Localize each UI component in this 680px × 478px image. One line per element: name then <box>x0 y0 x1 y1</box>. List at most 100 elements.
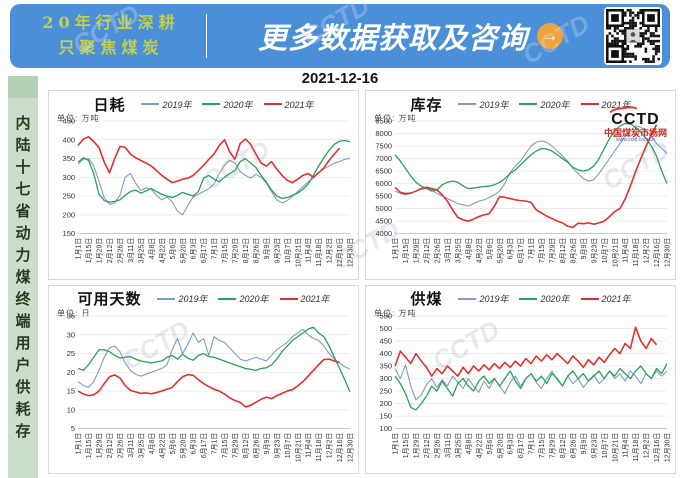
svg-text:6500: 6500 <box>375 167 392 176</box>
svg-text:4月8日: 4月8日 <box>465 432 473 454</box>
svg-text:400: 400 <box>380 349 393 358</box>
cta-block: 更多数据获取及咨询 → <box>217 15 604 57</box>
svg-text:11月4日: 11月4日 <box>622 238 630 263</box>
svg-text:6月17日: 6月17日 <box>200 432 208 458</box>
cctd-logo: CCTD 中国煤炭市场网 www.cctd.com.cn <box>604 111 667 144</box>
svg-text:150: 150 <box>63 229 76 238</box>
legend-label: 2020年 <box>540 99 570 110</box>
svg-text:3月11日: 3月11日 <box>444 238 452 263</box>
cctd-site-url: www.cctd.com.cn <box>616 137 655 144</box>
chart-title: 日耗 <box>93 96 126 114</box>
svg-text:7月29日: 7月29日 <box>232 432 240 458</box>
svg-text:2月12日: 2月12日 <box>106 238 114 264</box>
chart-title: 供煤 <box>410 291 443 308</box>
svg-text:4月22日: 4月22日 <box>475 238 483 264</box>
svg-text:10月7日: 10月7日 <box>284 238 292 264</box>
svg-text:10月7日: 10月7日 <box>284 432 292 458</box>
svg-text:1月29日: 1月29日 <box>413 238 421 264</box>
svg-text:4月8日: 4月8日 <box>465 238 473 260</box>
svg-text:8月26日: 8月26日 <box>569 238 577 264</box>
svg-text:2月26日: 2月26日 <box>117 238 125 264</box>
svg-text:6月17日: 6月17日 <box>517 238 525 264</box>
legend-line-2019 <box>141 103 160 105</box>
svg-text:2月12日: 2月12日 <box>423 238 431 264</box>
svg-text:1月15日: 1月15日 <box>402 238 410 264</box>
svg-text:200: 200 <box>380 399 393 408</box>
svg-text:11月18日: 11月18日 <box>315 432 323 461</box>
qr-code <box>604 7 662 65</box>
legend-label: 2019年 <box>178 294 208 304</box>
svg-text:8000: 8000 <box>375 129 392 138</box>
svg-text:4月22日: 4月22日 <box>158 238 166 264</box>
banner-divider <box>206 14 207 58</box>
sidebar: 内陆十七省动力煤终端用户供耗存 <box>8 76 38 478</box>
svg-text:10月7日: 10月7日 <box>601 238 609 264</box>
legend-label: 2021年 <box>284 99 314 110</box>
svg-text:11月18日: 11月18日 <box>315 238 323 267</box>
svg-text:7月1日: 7月1日 <box>528 238 536 260</box>
svg-text:9月9日: 9月9日 <box>263 238 271 260</box>
chart-legend: 2019年 2020年 2021年 <box>157 292 330 305</box>
svg-text:9月23日: 9月23日 <box>273 432 281 458</box>
svg-text:12月30日: 12月30日 <box>664 432 672 461</box>
svg-text:5月6日: 5月6日 <box>169 432 177 454</box>
svg-text:12月30日: 12月30日 <box>347 432 355 461</box>
cctd-site-name: 中国煤炭市场网 <box>603 127 667 138</box>
legend-label: 2021年 <box>601 294 631 304</box>
chart-panel-daily-consumption: 日耗 2019年 2020年 2021年 单位: 万吨 150 200 250 300… <box>48 90 359 280</box>
legend-line-2020 <box>202 103 221 105</box>
legend-line-2021 <box>580 297 599 300</box>
chart-title: 库存 <box>410 96 443 114</box>
svg-text:12月16日: 12月16日 <box>336 238 344 267</box>
svg-text:7000: 7000 <box>375 154 392 163</box>
arrow-right-icon: → <box>537 23 563 49</box>
line-chart-daily-consumption: 150 200 250 300 350 400 450 1月1日 1月15日 1月29日 2月12日… <box>63 117 355 268</box>
unit-label: 单位: 万吨 <box>374 114 417 123</box>
unit-label: 单位: 万吨 <box>374 308 417 318</box>
svg-text:4月8日: 4月8日 <box>148 238 156 260</box>
legend-label: 2020年 <box>223 99 253 110</box>
chart-legend: 2019年 2020年 2021年 <box>141 98 314 111</box>
svg-text:3月25日: 3月25日 <box>137 432 145 458</box>
svg-text:200: 200 <box>63 210 76 219</box>
svg-text:10月7日: 10月7日 <box>601 432 609 458</box>
svg-text:8月12日: 8月12日 <box>242 432 250 458</box>
svg-text:9月23日: 9月23日 <box>590 238 598 264</box>
svg-text:8500: 8500 <box>375 117 392 126</box>
svg-text:9月23日: 9月23日 <box>273 238 281 264</box>
svg-text:20: 20 <box>67 367 75 376</box>
chart-panel-available-days: 可用天数 2019年 2020年 2021年 单位: 日 5 10 15 20 25 30… <box>48 284 359 474</box>
svg-text:2月12日: 2月12日 <box>423 432 431 458</box>
svg-text:5月20日: 5月20日 <box>179 432 187 458</box>
svg-text:150: 150 <box>380 411 393 420</box>
legend-label: 2019年 <box>479 294 509 304</box>
svg-text:5月20日: 5月20日 <box>496 238 504 264</box>
svg-text:4月22日: 4月22日 <box>475 432 483 458</box>
legend-line-2021 <box>279 297 298 300</box>
svg-text:300: 300 <box>63 173 76 182</box>
svg-text:8月12日: 8月12日 <box>559 432 567 458</box>
svg-text:1月29日: 1月29日 <box>96 432 104 458</box>
svg-text:4500: 4500 <box>375 217 392 226</box>
svg-text:6月17日: 6月17日 <box>517 432 525 458</box>
svg-text:10: 10 <box>67 405 75 414</box>
svg-text:3月25日: 3月25日 <box>454 238 462 264</box>
legend-label: 2019年 <box>162 99 192 110</box>
svg-text:1月1日: 1月1日 <box>75 432 83 454</box>
svg-text:12月2日: 12月2日 <box>326 432 334 458</box>
svg-text:8月12日: 8月12日 <box>242 238 250 264</box>
legend-line-2021 <box>263 103 282 105</box>
svg-text:11月4日: 11月4日 <box>305 432 313 457</box>
svg-text:3月11日: 3月11日 <box>444 432 452 457</box>
unit-label: 单位: 万吨 <box>57 114 100 123</box>
svg-text:2月26日: 2月26日 <box>434 238 442 264</box>
svg-text:10月21日: 10月21日 <box>294 432 302 461</box>
svg-text:250: 250 <box>380 386 393 395</box>
svg-text:12月16日: 12月16日 <box>653 238 661 267</box>
svg-text:1月29日: 1月29日 <box>413 432 421 458</box>
svg-text:1月29日: 1月29日 <box>96 238 104 264</box>
svg-text:11月18日: 11月18日 <box>632 432 640 461</box>
legend-label: 2020年 <box>239 294 269 304</box>
cta-text: 更多数据获取及咨询 <box>257 21 528 55</box>
svg-text:6月3日: 6月3日 <box>190 432 198 454</box>
